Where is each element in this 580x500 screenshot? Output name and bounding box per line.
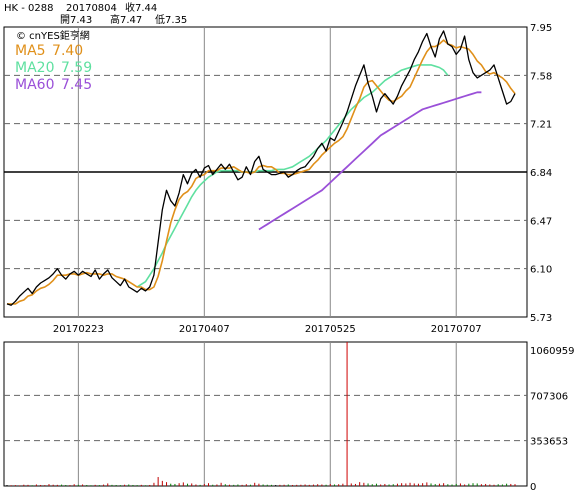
watermark: © cnYES鉅亨網: [16, 29, 90, 42]
volume-axis: 1060959 707306 353653 0: [530, 346, 575, 493]
legend-ma5: MA5 7.40: [15, 43, 83, 59]
price-series: [6, 30, 516, 306]
legend-ma5-name: MA5: [15, 43, 46, 59]
open-label: 開7.43: [60, 14, 92, 26]
price-grid: [4, 74, 527, 270]
volume-tick-label: 353653: [530, 437, 568, 448]
volume-tick-label: 0: [530, 482, 536, 493]
volume-grid: [4, 342, 527, 486]
series-line-ma20: [136, 64, 449, 288]
legend-ma60: MA60 7.45: [15, 77, 92, 93]
high-label: 高7.47: [110, 13, 142, 26]
legend-ma60-name: MA60: [15, 77, 54, 93]
date-label: 20170804: [66, 3, 117, 14]
volume-tick-label: 1060959: [530, 346, 575, 357]
price-tick-label: 7.58: [530, 71, 552, 82]
close-label: 收7.44: [125, 1, 157, 14]
series-line-ma5: [7, 39, 516, 305]
price-tick-label: 7.95: [530, 23, 552, 34]
legend-ma20-name: MA20: [15, 60, 54, 76]
price-axis: 7.95 7.58 7.21 6.84 6.47 6.10 5.73: [530, 23, 552, 324]
volume-bars: [6, 342, 516, 486]
legend-ma20-value: 7.59: [61, 60, 92, 76]
series-line-price: [6, 30, 516, 306]
date-tick-label: 20170525: [305, 324, 356, 335]
price-tick-label: 6.84: [530, 168, 552, 179]
legend-ma5-value: 7.40: [52, 43, 83, 59]
price-tick-label: 6.47: [530, 216, 552, 227]
legend-ma60-value: 7.45: [61, 77, 92, 93]
price-tick-label: 6.10: [530, 265, 552, 276]
series-line-ma60: [258, 91, 482, 231]
volume-panel-frame: [3, 341, 528, 487]
legend-ma20: MA20 7.59: [15, 60, 92, 76]
price-tick-label: 5.73: [530, 313, 552, 324]
date-axis: 20170223 20170407 20170525 20170707: [53, 27, 482, 335]
symbol-label: HK - 0288: [4, 3, 54, 14]
date-tick-label: 20170407: [179, 324, 230, 335]
price-tick-label: 7.21: [530, 120, 552, 131]
date-tick-label: 20170223: [53, 324, 104, 335]
low-label: 低7.35: [155, 13, 187, 26]
volume-tick-label: 707306: [530, 391, 568, 402]
date-tick-label: 20170707: [431, 324, 482, 335]
